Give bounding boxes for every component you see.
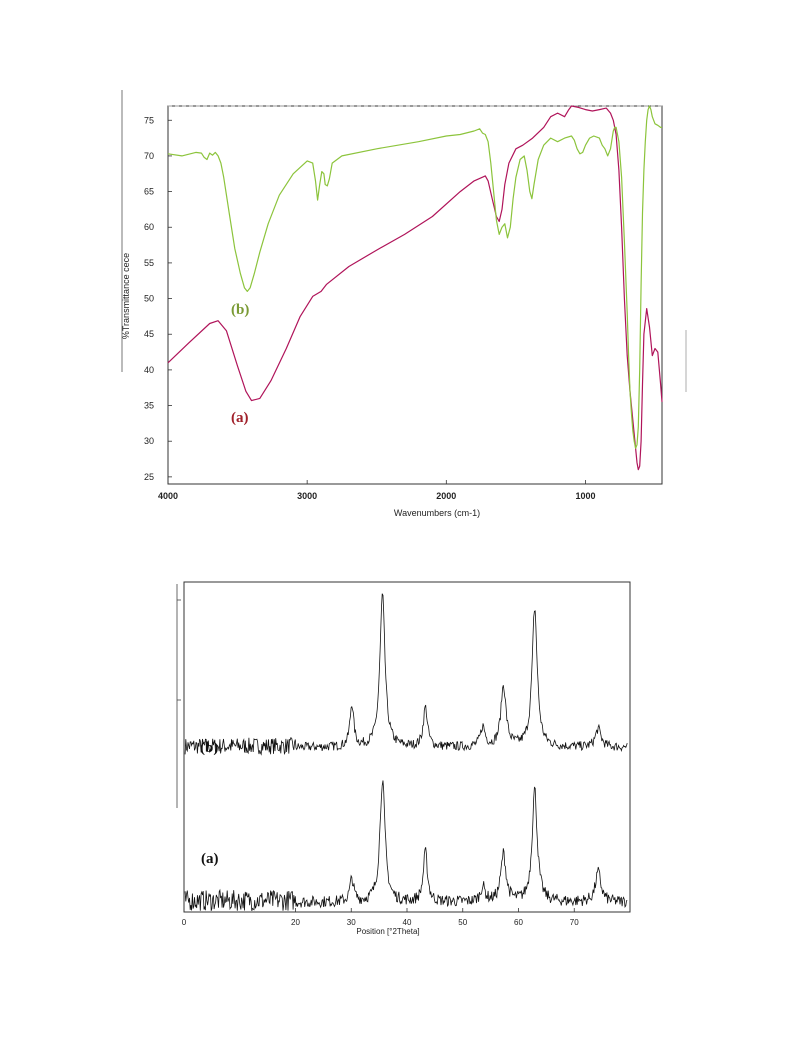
ftir-x-ticks: 4000 3000 2000 1000 xyxy=(158,480,595,501)
xrd-x-tick-label: 70 xyxy=(570,918,579,927)
ftir-x-tick-label: 3000 xyxy=(297,491,317,501)
ftir-y-tick-label: 35 xyxy=(144,401,154,411)
ftir-plot-frame xyxy=(167,105,663,485)
ftir-series-b-line xyxy=(167,105,662,449)
ftir-y-tick-label: 75 xyxy=(144,115,154,125)
xrd-x-ticks: 0 20 30 40 50 60 70 xyxy=(182,908,579,927)
xrd-x-tick-label: 30 xyxy=(347,918,356,927)
xrd-x-tick-label: 40 xyxy=(403,918,412,927)
xrd-x-axis-title: Position [°2Theta] xyxy=(356,927,419,936)
xrd-x-tick-label: 20 xyxy=(291,918,300,927)
ftir-y-tick-label: 70 xyxy=(144,151,154,161)
ftir-y-tick-label: 30 xyxy=(144,436,154,446)
ftir-series-b-label: (b) xyxy=(231,302,249,318)
xrd-series-a-line xyxy=(184,780,628,912)
xrd-x-tick-label: 60 xyxy=(514,918,523,927)
xrd-series-a-label: (a) xyxy=(201,851,219,867)
ftir-x-tick-label: 4000 xyxy=(158,491,178,501)
ftir-series-a-label: (a) xyxy=(231,410,249,426)
ftir-series-a-line xyxy=(167,105,663,471)
ftir-x-axis-title: Wavenumbers (cm-1) xyxy=(394,508,480,518)
ftir-x-tick-label: 1000 xyxy=(575,491,595,501)
ftir-curves xyxy=(167,105,663,471)
xrd-x-tick-label: 0 xyxy=(182,918,187,927)
ftir-x-tick-label: 2000 xyxy=(436,491,456,501)
xrd-curves xyxy=(184,593,628,912)
ftir-y-axis-title: %Transmittance cece xyxy=(121,253,131,339)
ftir-y-tick-label: 25 xyxy=(144,472,154,482)
xrd-x-tick-label: 50 xyxy=(458,918,467,927)
ftir-y-tick-label: 65 xyxy=(144,187,154,197)
ftir-y-ticks: 25 30 35 40 45 50 55 60 65 70 75 xyxy=(144,115,172,482)
xrd-series-b-line xyxy=(184,593,628,756)
xrd-chart: 0 20 30 40 50 60 70 Position [°2Theta] (b) (a) xyxy=(176,581,631,936)
ftir-y-tick-label: 45 xyxy=(144,329,154,339)
xrd-series-b-label: (b) xyxy=(200,740,218,756)
ftir-y-tick-label: 40 xyxy=(144,365,154,375)
ftir-y-tick-label: 60 xyxy=(144,222,154,232)
ftir-y-tick-label: 50 xyxy=(144,294,154,304)
ftir-y-tick-label: 55 xyxy=(144,258,154,268)
